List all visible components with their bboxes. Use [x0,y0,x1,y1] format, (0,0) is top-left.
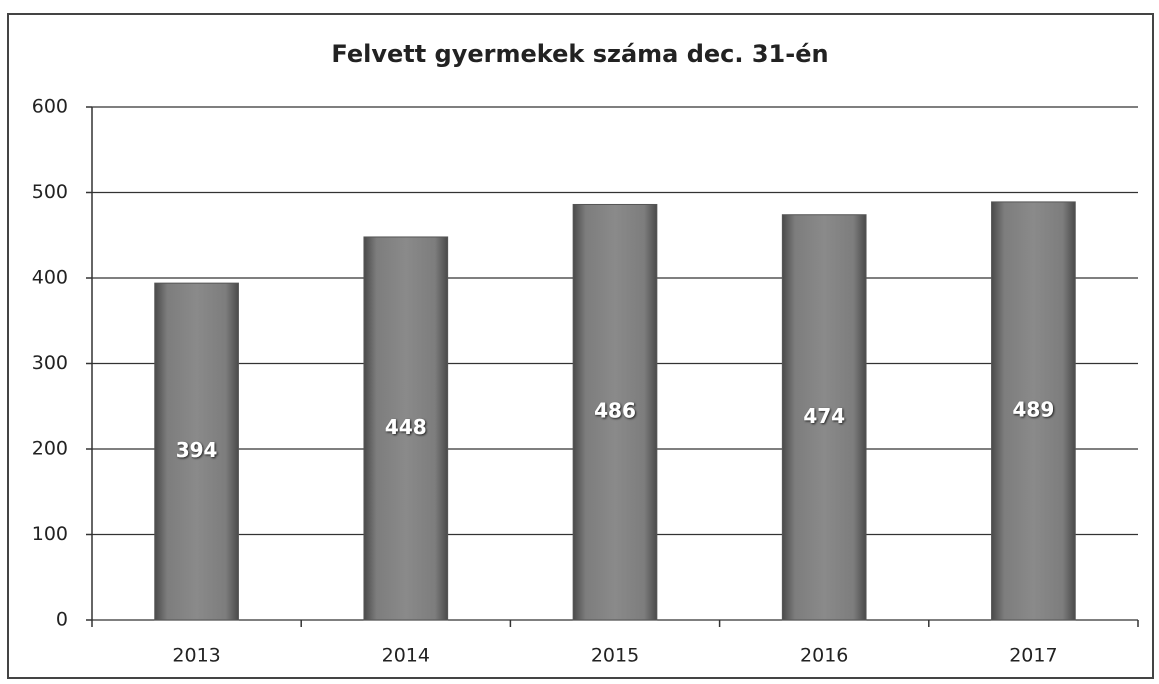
bar [363,236,449,621]
y-tick-label: 300 [32,352,68,374]
x-tick-label: 2014 [382,645,430,667]
x-tick-label: 2015 [591,645,639,667]
bar [781,214,867,621]
y-tick-label: 0 [56,609,68,631]
data-label: 474 [803,404,845,428]
data-label: 486 [594,399,636,423]
y-tick-label: 600 [32,96,68,118]
chart-frame [7,13,1154,679]
bar [991,201,1076,621]
data-label: 394 [176,438,218,462]
data-label: 448 [385,415,427,439]
bar [572,203,658,621]
y-tick-label: 100 [32,523,68,545]
bar [154,282,239,621]
data-label: 489 [1013,397,1055,421]
x-tick-label: 2017 [1009,645,1057,667]
y-tick-label: 400 [32,267,68,289]
chart-title: Felvett gyermekek száma dec. 31-én [331,40,828,68]
x-tick-label: 2016 [800,645,848,667]
y-tick-label: 200 [32,438,68,460]
y-tick-label: 500 [32,181,68,203]
x-tick-label: 2013 [172,645,220,667]
